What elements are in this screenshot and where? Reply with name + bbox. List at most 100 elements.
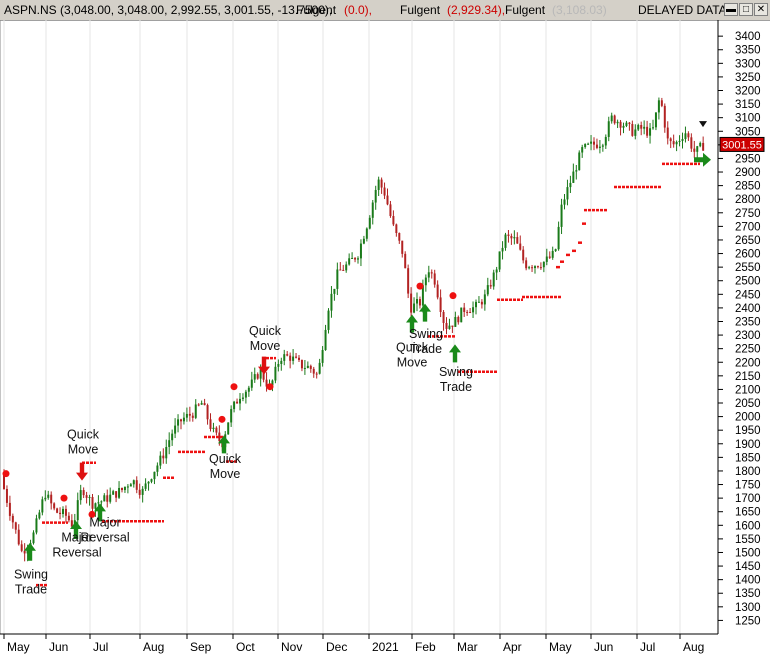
candle-body [239, 398, 241, 404]
signal-arrow-up [218, 435, 230, 454]
chart-title-bar: ASPN.NS (3,048.00, 3,048.00, 2,992.55, 3… [0, 0, 770, 21]
candle-body [557, 226, 560, 250]
y-tick-label: 1950 [735, 425, 761, 437]
indicator-3-value: (3,108.03) [552, 3, 607, 17]
candle-body [542, 261, 545, 268]
x-tick-label: 2021 [372, 640, 399, 654]
y-tick-label: 1650 [735, 507, 761, 519]
candle-body [469, 312, 472, 314]
signal-dot [230, 383, 238, 391]
candle-body [495, 269, 498, 273]
close-button[interactable]: ✕ [754, 3, 768, 16]
candle-body [35, 518, 38, 533]
candle-body [386, 195, 389, 205]
candle-body [233, 401, 236, 410]
y-tick-label: 1350 [735, 588, 761, 600]
maximize-button[interactable]: □ [739, 3, 753, 16]
candle-body [483, 294, 486, 305]
candle-body [640, 124, 643, 129]
candle-body [616, 121, 619, 124]
signal-dot [416, 282, 424, 290]
candle-body [489, 285, 492, 287]
y-tick-label: 3350 [735, 45, 761, 57]
candle-body [666, 127, 669, 139]
signal-arrow-up [24, 542, 36, 561]
annotation-text: Major [61, 531, 92, 545]
candle-body [371, 202, 374, 218]
y-tick-label: 3150 [735, 99, 761, 111]
candle-body [138, 489, 141, 495]
candle-body [76, 500, 79, 521]
candle-body [85, 495, 88, 498]
candle-body [194, 404, 197, 418]
candle-body [510, 235, 513, 239]
y-tick-label: 3400 [735, 31, 761, 43]
signal-dot [88, 510, 96, 518]
candle-body [646, 126, 649, 136]
signal-arrows [24, 121, 711, 561]
candle-body [413, 303, 416, 313]
candle-body [631, 124, 634, 136]
candle-body [70, 520, 73, 527]
y-tick-label: 2800 [735, 194, 761, 206]
candle-body [342, 269, 345, 271]
annotation-text: Swing [439, 365, 473, 379]
candle-body [528, 267, 531, 269]
indicator-2-value: (2,929.34), [447, 3, 506, 17]
last-price-label: 3001.55 [722, 139, 762, 151]
y-tick-label: 1750 [735, 480, 761, 492]
y-tick-label: 1450 [735, 561, 761, 573]
candle-body [424, 277, 427, 286]
candle-body [477, 301, 480, 303]
candle-body [59, 512, 62, 515]
candle-body [472, 307, 475, 313]
candle-body [292, 356, 295, 361]
candle-body [448, 325, 451, 329]
candle-body [486, 285, 489, 295]
candle-body [150, 479, 153, 482]
candle-body [507, 234, 510, 236]
candle-body [168, 440, 171, 447]
candle-body [678, 140, 681, 142]
y-tick-label: 3050 [735, 126, 761, 138]
quote-values: (3,048.00, 3,048.00, 2,992.55, 3,001.55,… [60, 3, 333, 17]
candle-body [354, 257, 357, 260]
signal-annotations: SwingTradeMajorReversalMajorReversalQuic… [14, 324, 473, 596]
minimize-button[interactable]: ▬ [724, 3, 738, 16]
candle-body [654, 112, 657, 128]
candle-body [300, 359, 303, 369]
y-tick-label: 2050 [735, 398, 761, 410]
candle-body [241, 397, 244, 399]
candle-body [206, 405, 209, 420]
candle-body [253, 374, 256, 380]
candle-body [377, 179, 380, 190]
last-price-box [719, 136, 765, 152]
candle-body [247, 387, 250, 392]
candle-body [47, 494, 50, 498]
y-tick-label: 2500 [735, 276, 761, 288]
y-tick-label: 2400 [735, 303, 761, 315]
candle-body [126, 486, 129, 488]
candle-body [315, 373, 318, 375]
x-tick-label: Dec [326, 640, 347, 654]
candle-body [153, 471, 156, 480]
signal-arrow-up [94, 503, 106, 522]
candle-body [118, 487, 121, 498]
y-tick-label: 1700 [735, 493, 761, 505]
candle-body [309, 365, 312, 369]
candle-body [531, 267, 534, 269]
candle-body [62, 508, 64, 515]
candle-body [227, 422, 230, 435]
candle-body [203, 403, 206, 406]
candle-body [430, 272, 433, 274]
candle-body [121, 487, 123, 491]
candle-body [97, 502, 100, 504]
candle-body [112, 491, 115, 495]
vertical-grid [3, 20, 681, 634]
candle-body [44, 497, 47, 500]
symbol-label: ASPN.NS [4, 3, 57, 17]
candle-body [262, 369, 265, 380]
candle-body [351, 257, 354, 259]
x-tick-label: Jul [640, 640, 655, 654]
